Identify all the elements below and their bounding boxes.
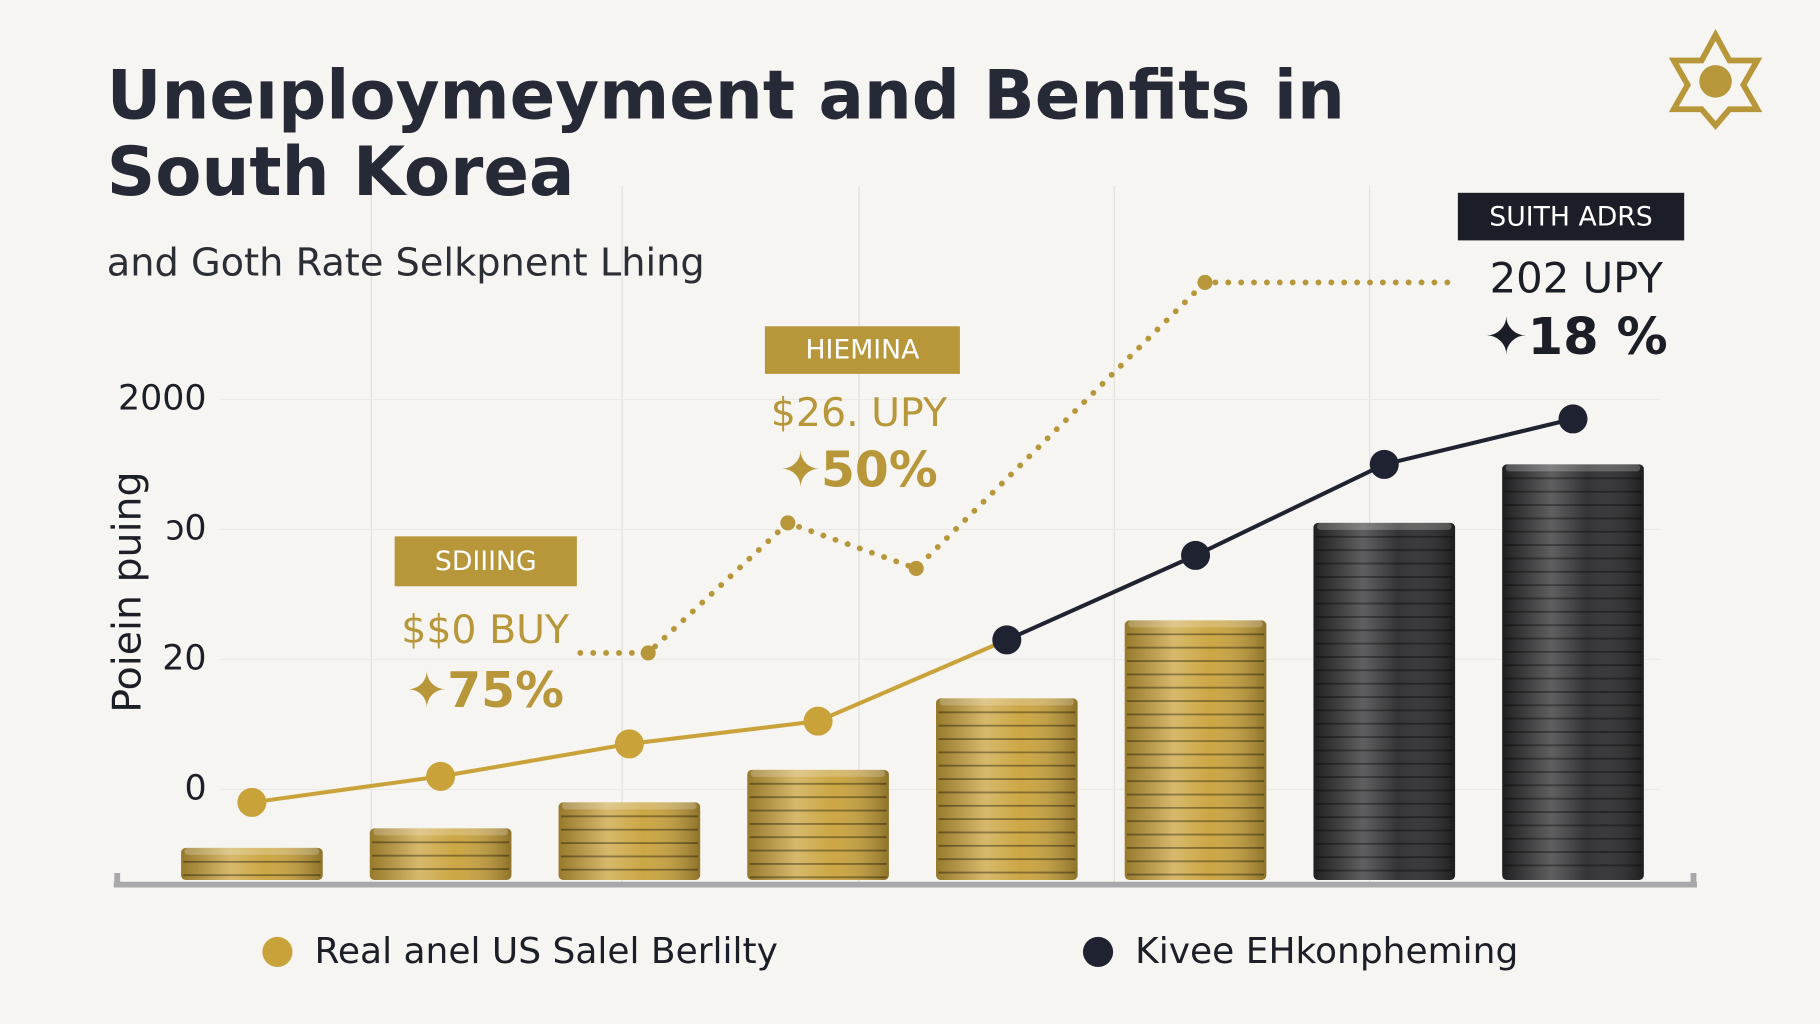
coin-stack (1502, 464, 1644, 880)
coin-stack (369, 828, 512, 880)
logo (1668, 28, 1763, 130)
coin-top (373, 828, 508, 836)
annotation-value: 202 UPY (1490, 254, 1664, 303)
logo-star (1668, 28, 1763, 130)
coin-top (1128, 620, 1263, 628)
y-axis-label: Poiein puing (105, 471, 151, 712)
y-tick-label: 20 (162, 638, 206, 678)
coin-stack (936, 698, 1078, 880)
bar-sheen (369, 828, 512, 880)
bar-sheen (558, 802, 701, 880)
legend-label: Real anel US Salel Berlilty (315, 931, 778, 972)
y-tick-label: 2000 (118, 378, 207, 418)
legend-marker (262, 936, 293, 967)
coin-top (562, 802, 697, 810)
dotted-point (1197, 274, 1213, 290)
decor-grid (370, 185, 1371, 883)
bar-sheen (747, 769, 889, 880)
line-point (614, 729, 644, 759)
coin-stack (1124, 620, 1267, 880)
line-point (237, 787, 267, 817)
legend-label: Kivee EHkonpheming (1135, 931, 1518, 972)
line-point (992, 625, 1022, 655)
annotation-value: $$0 BUY (401, 607, 570, 653)
annotation-box (394, 536, 577, 587)
line-point (426, 761, 456, 791)
annotation-value: $26. UPY (771, 390, 948, 436)
coin-top (750, 769, 886, 777)
y-tick-label: 0 (184, 768, 206, 808)
coin-stack (558, 802, 701, 880)
coin-stack (181, 847, 323, 880)
legend-marker (1082, 936, 1114, 967)
coin-stack (1313, 522, 1456, 880)
annotation-change: ✦50% (780, 443, 938, 499)
annotation-box (1457, 192, 1685, 241)
annotation-change: ✦75% (406, 663, 564, 719)
line (251, 416, 1574, 805)
coin-top (1505, 464, 1641, 472)
bar-sheen (1313, 522, 1456, 880)
coin-top (1316, 522, 1452, 530)
y-tick-label: ɔ0 (165, 508, 206, 548)
chart-subtitle: and Goth Rate Selkpnent Lhing (107, 240, 705, 285)
logo-core (1699, 65, 1732, 98)
coin-stack (747, 769, 889, 880)
line-point (1369, 449, 1399, 479)
annotation-label: HIEMINA (805, 335, 920, 366)
bar-sheen (181, 847, 323, 880)
dotted-point (780, 515, 796, 531)
dotted-point (640, 645, 656, 661)
dotted-point (908, 560, 924, 576)
bar-sheen (936, 698, 1078, 880)
line-point (1181, 540, 1211, 570)
line-point (1558, 404, 1588, 434)
coin-top (184, 847, 320, 855)
chart-title: Uneıploymeyment and Benfits in (107, 56, 1345, 134)
annotation-label: SUITH ADRS (1489, 201, 1653, 232)
bar-sheen (1502, 464, 1644, 880)
bar-sheen (1124, 620, 1267, 880)
annotation-change: ✦18 % (1485, 308, 1668, 367)
annotation-label: SDIIING (435, 546, 537, 577)
chart-title: South Korea (107, 133, 575, 211)
line-point (803, 706, 833, 736)
coin-top (939, 698, 1075, 706)
annotation-box (764, 326, 960, 374)
